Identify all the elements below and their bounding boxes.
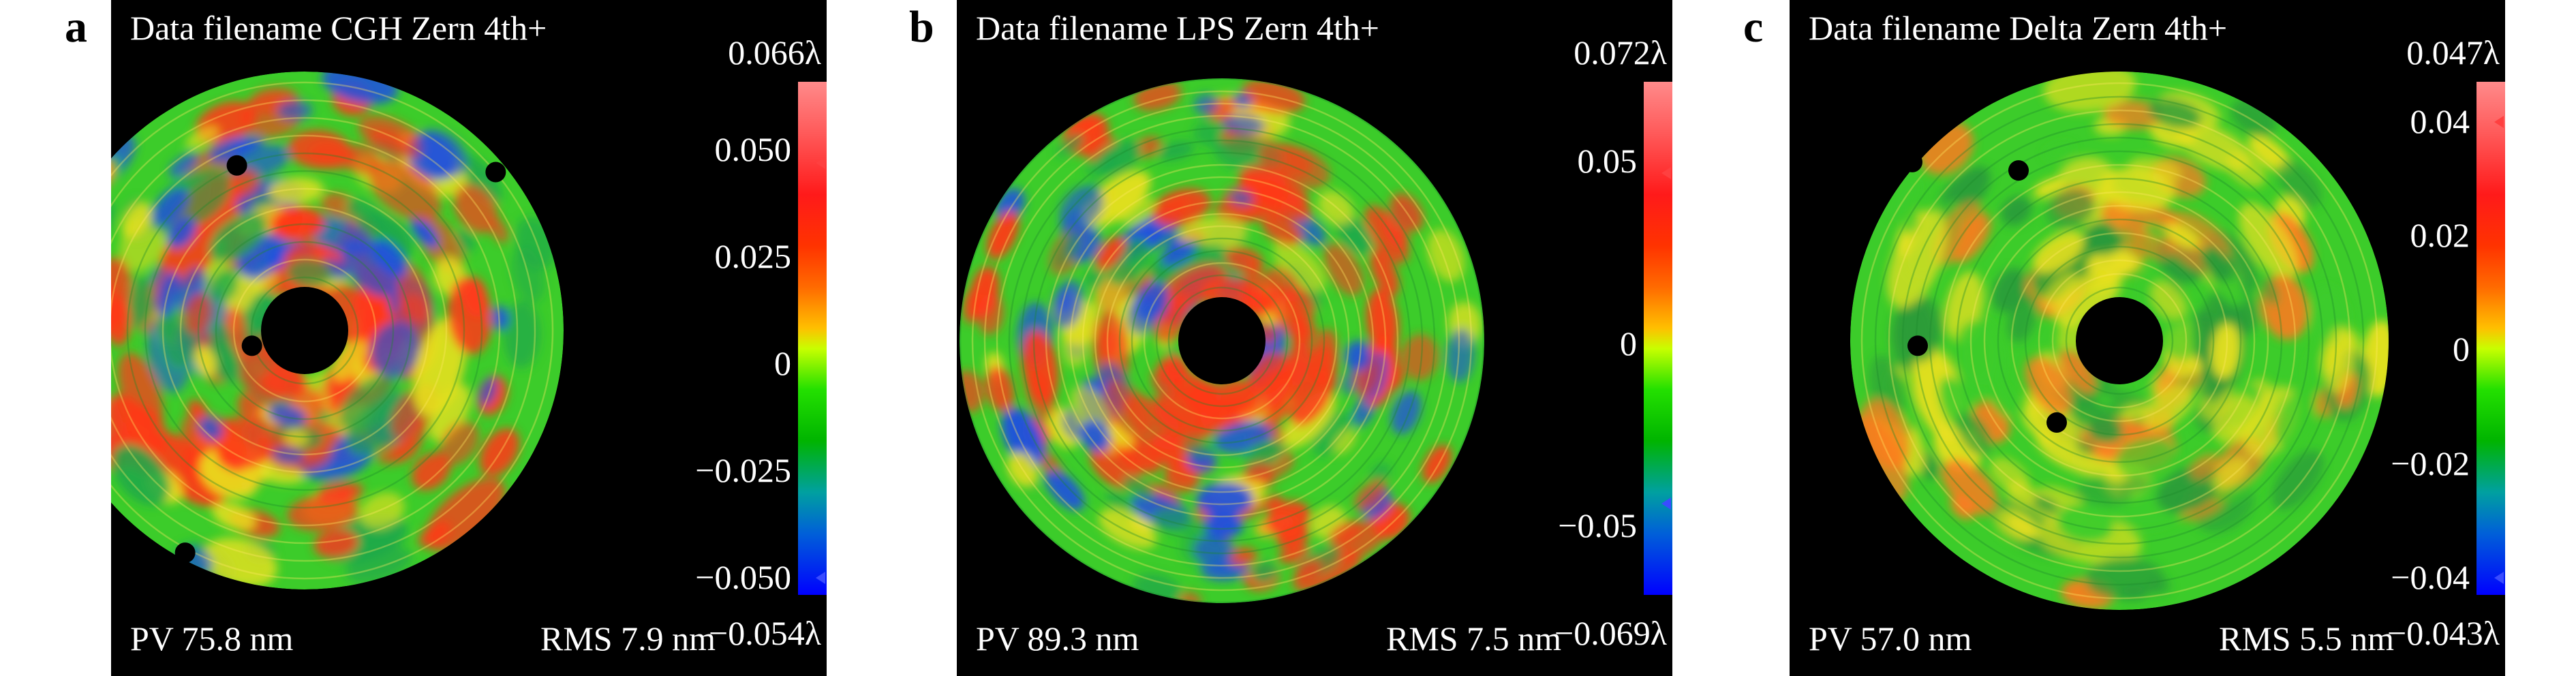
center-hole <box>261 287 348 374</box>
colorbar-min: −0.054λ <box>709 614 821 652</box>
panel-title: Data filename CGH Zern 4th+ <box>130 9 547 47</box>
colorbar-tick-label: −0.04 <box>2391 557 2470 596</box>
colorbar-tick-label: 0 <box>1620 324 1637 363</box>
fiducial-dot <box>1965 599 1986 620</box>
rms-value: RMS 5.5 nm <box>2219 619 2395 658</box>
colorbar-tick-label: −0.025 <box>695 451 791 490</box>
center-hole <box>1178 297 1266 384</box>
fiducial-dot <box>1907 335 1928 356</box>
pv-value: PV 89.3 nm <box>976 619 1139 658</box>
colorbar-min: −0.043λ <box>2387 614 2500 652</box>
colorbar-marker <box>1661 166 1671 179</box>
colorbar-gradient <box>2477 82 2505 595</box>
rms-value: RMS 7.5 nm <box>1386 619 1562 658</box>
colorbar-tick-label: −0.02 <box>2391 444 2470 482</box>
fiducial-dot <box>241 335 262 356</box>
panel-b: Data filename LPS Zern 4th+ PV 89.3 nm R… <box>957 0 1672 676</box>
fiducial-dot <box>226 155 247 176</box>
panel-a: Data filename CGH Zern 4th+ PV 75.8 nm R… <box>111 0 827 676</box>
colorbar-marker <box>816 157 825 170</box>
fiducial-dot <box>2046 412 2067 433</box>
panel-letter-b: b <box>909 2 934 52</box>
fiducial-dot <box>2008 160 2029 181</box>
panel-letter-a: a <box>65 2 87 52</box>
colorbar-gradient <box>1644 82 1672 595</box>
wavefront-map-a <box>111 72 598 617</box>
colorbar: 0.072λ 0.05 0 −0.05 −0.069λ <box>1468 0 1672 676</box>
pv-value: PV 75.8 nm <box>130 619 294 658</box>
colorbar-min: −0.069λ <box>1554 614 1667 652</box>
colorbar-max: 0.047λ <box>2406 33 2500 72</box>
colorbar-tick-label: −0.050 <box>695 557 791 596</box>
colorbar-marker <box>816 571 825 584</box>
colorbar-tick-label: 0.05 <box>1577 142 1638 181</box>
colorbar-tick-label: 0.050 <box>714 130 792 169</box>
fiducial-dot <box>577 412 598 433</box>
colorbar-tick-label: 0 <box>774 344 791 383</box>
panel-c: Data filename Delta Zern 4th+ PV 57.0 nm… <box>1790 0 2505 676</box>
colorbar-marker <box>2494 115 2504 128</box>
fiducial-dot <box>1880 544 1901 565</box>
colorbar-tick-label: 0.025 <box>714 237 792 276</box>
fiducial-dot <box>1902 151 1922 172</box>
fiducial-dot <box>174 542 196 564</box>
colorbar-tick-label: 0 <box>2453 330 2470 369</box>
colorbar: 0.047λ 0.04 0.02 0 −0.02 −0.04 −0.043λ <box>2301 0 2505 676</box>
colorbar-tick-label: 0.04 <box>2410 102 2470 140</box>
colorbar-tick-label: 0.02 <box>2410 215 2470 254</box>
fiducial-dot <box>485 162 506 183</box>
colorbar-marker <box>1661 497 1671 510</box>
colorbar-max: 0.066λ <box>728 33 821 72</box>
wavefront-map-c <box>1850 72 2389 620</box>
center-hole <box>2076 297 2163 384</box>
panel-letter-c: c <box>1743 2 1764 52</box>
colorbar: 0.066λ 0.050 0.025 0 −0.025 −0.050 −0.054λ <box>622 0 827 676</box>
pv-value: PV 57.0 nm <box>1809 619 1972 658</box>
wavefront-surface <box>1850 72 2389 610</box>
colorbar-marker <box>2494 571 2504 584</box>
panel-title: Data filename Delta Zern 4th+ <box>1809 9 2228 47</box>
rms-value: RMS 7.9 nm <box>540 619 716 658</box>
colorbar-max: 0.072λ <box>1574 33 1667 72</box>
panel-title: Data filename LPS Zern 4th+ <box>976 9 1379 47</box>
colorbar-tick-label: −0.05 <box>1558 506 1637 544</box>
fiducial-dot <box>382 596 403 617</box>
wavefront-map-b <box>960 78 1484 603</box>
